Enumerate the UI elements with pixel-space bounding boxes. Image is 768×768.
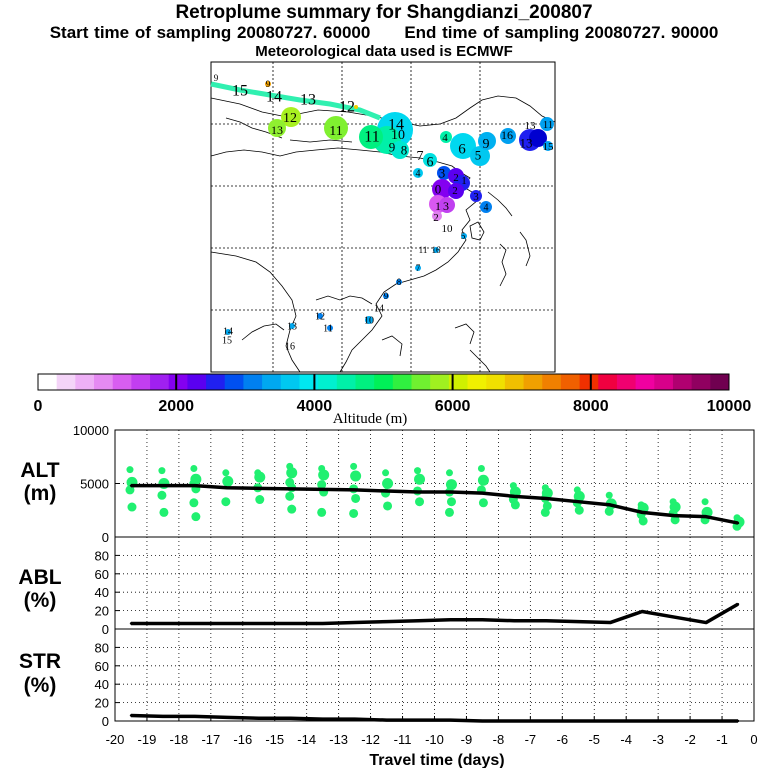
plume-dot	[433, 247, 439, 253]
plume-dot	[391, 141, 409, 159]
plume-dot	[354, 105, 358, 109]
map-day-label: 5	[461, 231, 466, 241]
plume-dot	[461, 233, 467, 239]
plume-dot	[529, 129, 547, 147]
plume-dot	[439, 197, 455, 213]
plume-dot	[500, 128, 516, 144]
map-day-label: 10	[364, 316, 374, 327]
map-day-label: 16	[432, 245, 442, 255]
map-day-label: 10	[442, 223, 454, 235]
plume-dot	[448, 183, 464, 199]
map-day-label: 9	[266, 79, 271, 89]
plume-dot	[327, 325, 333, 331]
map-day-label: 5	[475, 148, 482, 163]
plume-dot	[440, 131, 452, 143]
plume-dot	[225, 329, 231, 335]
map-day-label: 13	[520, 136, 533, 151]
map-day-label: 14	[374, 304, 384, 315]
end-time-label: End time of sampling 20080727. 90000	[404, 23, 719, 42]
plume-dot	[478, 132, 496, 150]
plume-dot	[415, 265, 421, 271]
map-day-label: 14	[223, 327, 233, 338]
map-day-label: 6	[427, 155, 434, 170]
plume-dot	[470, 190, 482, 202]
map-day-label: 2	[453, 172, 459, 184]
plume-track	[210, 81, 381, 121]
map-day-label: 11	[364, 129, 379, 146]
map-day-label: 4	[416, 169, 421, 180]
plume-dot	[396, 279, 402, 285]
sampling-times: Start time of sampling 20080727. 60000 En…	[0, 23, 768, 43]
map-day-label: 1	[435, 199, 441, 213]
map-day-label: 10	[391, 128, 405, 143]
map-day-label: 13	[271, 123, 283, 137]
map-day-label: 7	[417, 149, 424, 164]
map-day-label: 15	[222, 336, 232, 347]
plume-dot	[281, 107, 301, 127]
start-time-label: Start time of sampling 20080727. 60000	[49, 23, 371, 42]
plume-dot	[423, 153, 437, 167]
map-day-label: 9	[389, 140, 396, 155]
map-day-label: 11	[543, 119, 554, 131]
map-day-label: 14	[266, 89, 282, 106]
map-day-label: 2	[452, 185, 458, 197]
map-day-label: 13	[287, 322, 297, 333]
plume-dot	[480, 201, 492, 213]
map-day-label: 15	[232, 83, 248, 100]
map-day-label: 16	[501, 128, 513, 142]
map-day-label: 16	[285, 342, 295, 353]
map-day-label: 9	[483, 137, 490, 152]
chart-title: Retroplume summary for Shangdianzi_20080…	[175, 2, 593, 23]
map-day-label: 3	[443, 199, 449, 213]
plume-dot	[383, 293, 389, 299]
map-day-label: 11	[329, 124, 342, 139]
plume-dot	[413, 168, 423, 178]
plume-dot	[432, 211, 442, 221]
plume-dot	[317, 313, 323, 319]
met-data-label: Meteorological data used is ECMWF	[255, 43, 513, 60]
map-day-label: 13	[300, 92, 316, 109]
map-day-label: 9	[214, 73, 219, 83]
map-day-label: 14	[388, 117, 404, 134]
plume-dot	[289, 323, 295, 329]
plume-dot	[432, 179, 452, 199]
map-day-label: 8	[401, 143, 408, 158]
map-day-label: 1	[461, 175, 467, 187]
map-day-label: 3	[439, 166, 446, 181]
plume-dot	[437, 166, 451, 180]
map-day-label: 11	[419, 245, 428, 255]
map-day-label: 13	[525, 120, 537, 132]
plume-dot	[265, 81, 271, 87]
map-day-label: 4	[442, 132, 448, 144]
map-day-label: 6	[458, 141, 466, 157]
map-day-label: 8	[397, 277, 402, 287]
map-day-label: 12	[339, 99, 355, 116]
map-day-label: 12	[283, 111, 297, 126]
map-day-label: 12	[315, 312, 325, 323]
map-day-label: 4	[484, 203, 489, 214]
plume-dot	[543, 141, 553, 151]
plume-dot	[450, 133, 476, 159]
plume-dot	[470, 146, 490, 166]
map-day-label: 7	[416, 263, 421, 273]
map-day-label: 2	[433, 212, 439, 224]
map-day-label: 3	[473, 191, 479, 203]
map-day-label: 0	[435, 182, 442, 197]
map-day-label: 15	[543, 141, 555, 153]
map-frame	[210, 61, 556, 373]
plume-dots	[225, 81, 554, 335]
plume-dot	[268, 119, 286, 137]
plume-dot	[324, 116, 348, 140]
plume-dot	[365, 316, 373, 324]
plume-dot	[540, 117, 554, 131]
plume-dot	[359, 125, 383, 149]
map-day-label: 11	[323, 324, 333, 335]
map-day-label: 9	[384, 291, 389, 301]
